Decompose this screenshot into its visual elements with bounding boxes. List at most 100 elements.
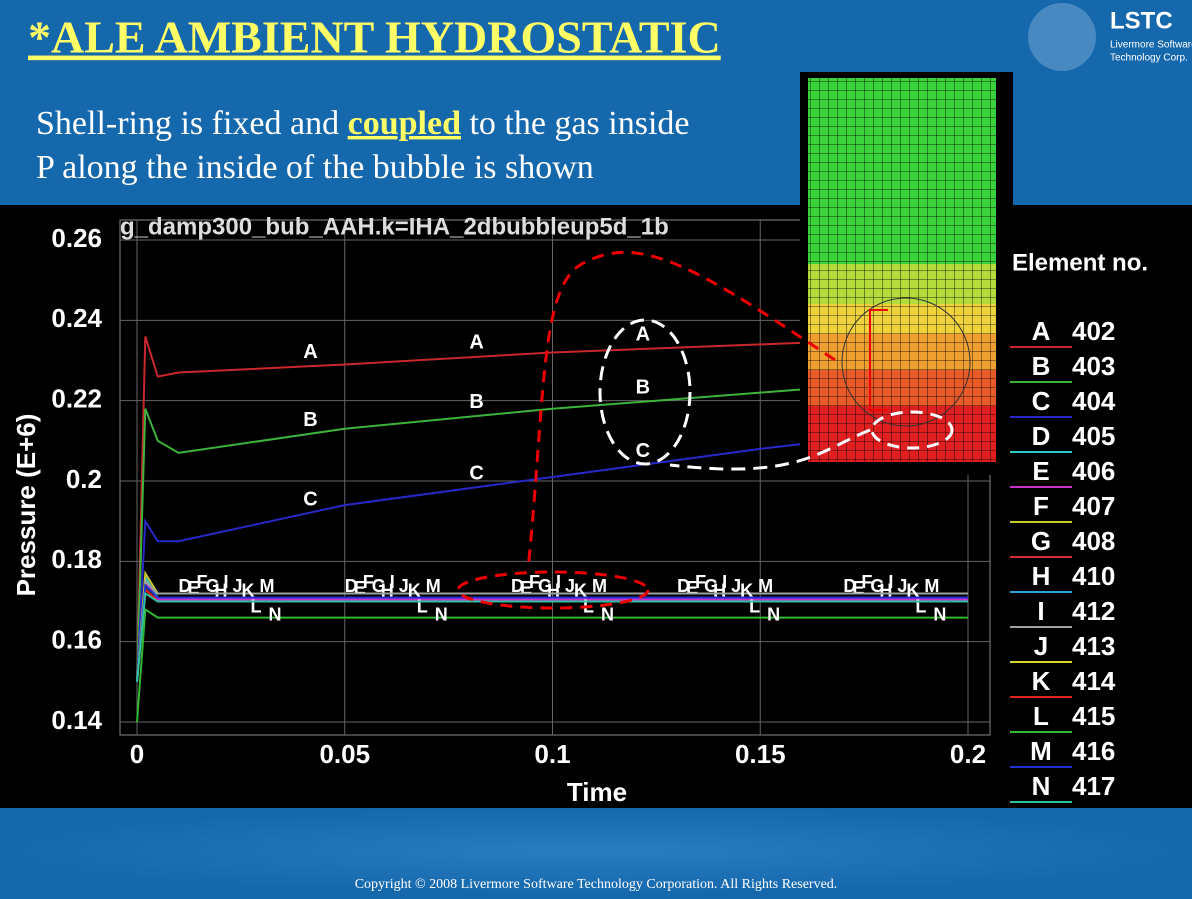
curve-label: K [906,580,919,600]
curve-label: F [197,572,208,592]
curve-label: H [879,580,892,600]
y-tick-label: 0.16 [51,625,102,655]
curve-label: N [601,604,614,624]
series-line [136,591,968,682]
curve-label: L [915,596,926,616]
y-tick-label: 0.22 [51,384,102,414]
curve-label: J [399,576,409,596]
legend-label: B [1032,351,1051,381]
legend-label: L [1033,701,1049,731]
curve-label: I [722,572,727,592]
x-tick-label: 0.1 [534,739,570,769]
text: to the gas inside [461,105,690,142]
curve-label: D [677,576,690,596]
legend-element: 412 [1072,596,1115,626]
highlight-ellipse [870,410,954,450]
highlight-ellipse [456,570,650,610]
series-line [136,579,968,682]
legend-label: H [1032,561,1051,591]
y-axis-label: Pressure (E+6) [11,414,41,597]
curve-label: A [303,341,317,363]
x-tick-label: 0.2 [950,739,986,769]
logo-globe [1028,3,1096,71]
legend-label: F [1033,491,1049,521]
legend-title: Element no. [1012,249,1148,276]
y-tick-label: 0.24 [51,303,102,333]
series-line [136,375,969,682]
curve-label: K [408,580,421,600]
y-tick-label: 0.26 [51,223,102,253]
curve-label: D [179,576,192,596]
legend-label: G [1031,526,1051,556]
chart-background [0,205,1192,808]
curve-label: H [381,580,394,600]
curve-label: D [511,576,524,596]
curve-label: N [269,604,282,624]
y-tick-label: 0.18 [51,544,102,574]
series-line [136,583,968,682]
arrow [526,251,836,571]
curve-label: I [224,572,229,592]
x-tick-label: 0 [130,739,144,769]
curve-label: G [206,576,220,596]
curve-label: K [574,580,587,600]
curve-label: M [924,576,939,596]
curve-label: L [251,596,262,616]
logo-text: Technology Corp. [1110,53,1188,64]
footer-band [0,808,1192,894]
slide-title: *ALE AMBIENT HYDROSTATIC [28,12,721,63]
legend-element: 413 [1072,631,1115,661]
highlight: coupled [348,105,461,142]
curve-label: N [435,604,448,624]
curve-label: L [417,596,428,616]
curve-label: C [636,440,650,462]
curve-label: H [713,580,726,600]
curve-label: J [897,576,907,596]
x-tick-label: 0.15 [735,739,786,769]
legend-element: 402 [1072,316,1115,346]
plot: 0.14 0.16 0.18 0.2 0.22 0.24 0.26 0 0.05 0.1 0.15 0… [11,213,990,807]
logo-text: Livermore Software [1110,40,1192,51]
curve-label: D [843,576,856,596]
curve-label: F [363,572,374,592]
curve-label: I [888,572,893,592]
curve-label: B [636,377,650,399]
logo: LSTC [1110,7,1173,34]
curve-label: G [704,576,718,596]
legend-element: 417 [1072,771,1115,801]
copyright: Copyright © 2008 Livermore Software Tech… [355,877,838,892]
text: Shell-ring is fixed and [36,105,348,142]
subtitle-line: P along the inside of the bubble is show… [36,149,594,186]
series-line [136,607,968,723]
legend-label: N [1032,771,1051,801]
curve-label: F [695,572,706,592]
curve-label: N [767,604,780,624]
curve-label: M [260,576,275,596]
legend-label: I [1037,596,1044,626]
legend-element: 405 [1072,421,1115,451]
curve-label: K [242,580,255,600]
curve-label: M [758,576,773,596]
curve-label: I [390,572,395,592]
legend-element: 415 [1072,701,1115,731]
legend-element: 414 [1072,666,1116,696]
x-tick-label: 0.05 [319,739,370,769]
curve-label: K [740,580,753,600]
curve-label: B [469,391,483,413]
curve-label: H [547,580,560,600]
curve-label: M [426,576,441,596]
legend-label: C [1032,386,1051,416]
subtitle-line: Shell-ring is fixed and coupled to the g… [36,105,690,142]
curve-label: G [538,576,552,596]
legend-label: A [1032,316,1051,346]
curve-label: M [592,576,607,596]
bubble [841,297,971,427]
curve-label: H [215,580,228,600]
curve-label: G [870,576,884,596]
curve-label: F [529,572,540,592]
highlight-ellipse [598,318,692,466]
mesh [808,78,996,462]
curve-label: J [233,576,243,596]
